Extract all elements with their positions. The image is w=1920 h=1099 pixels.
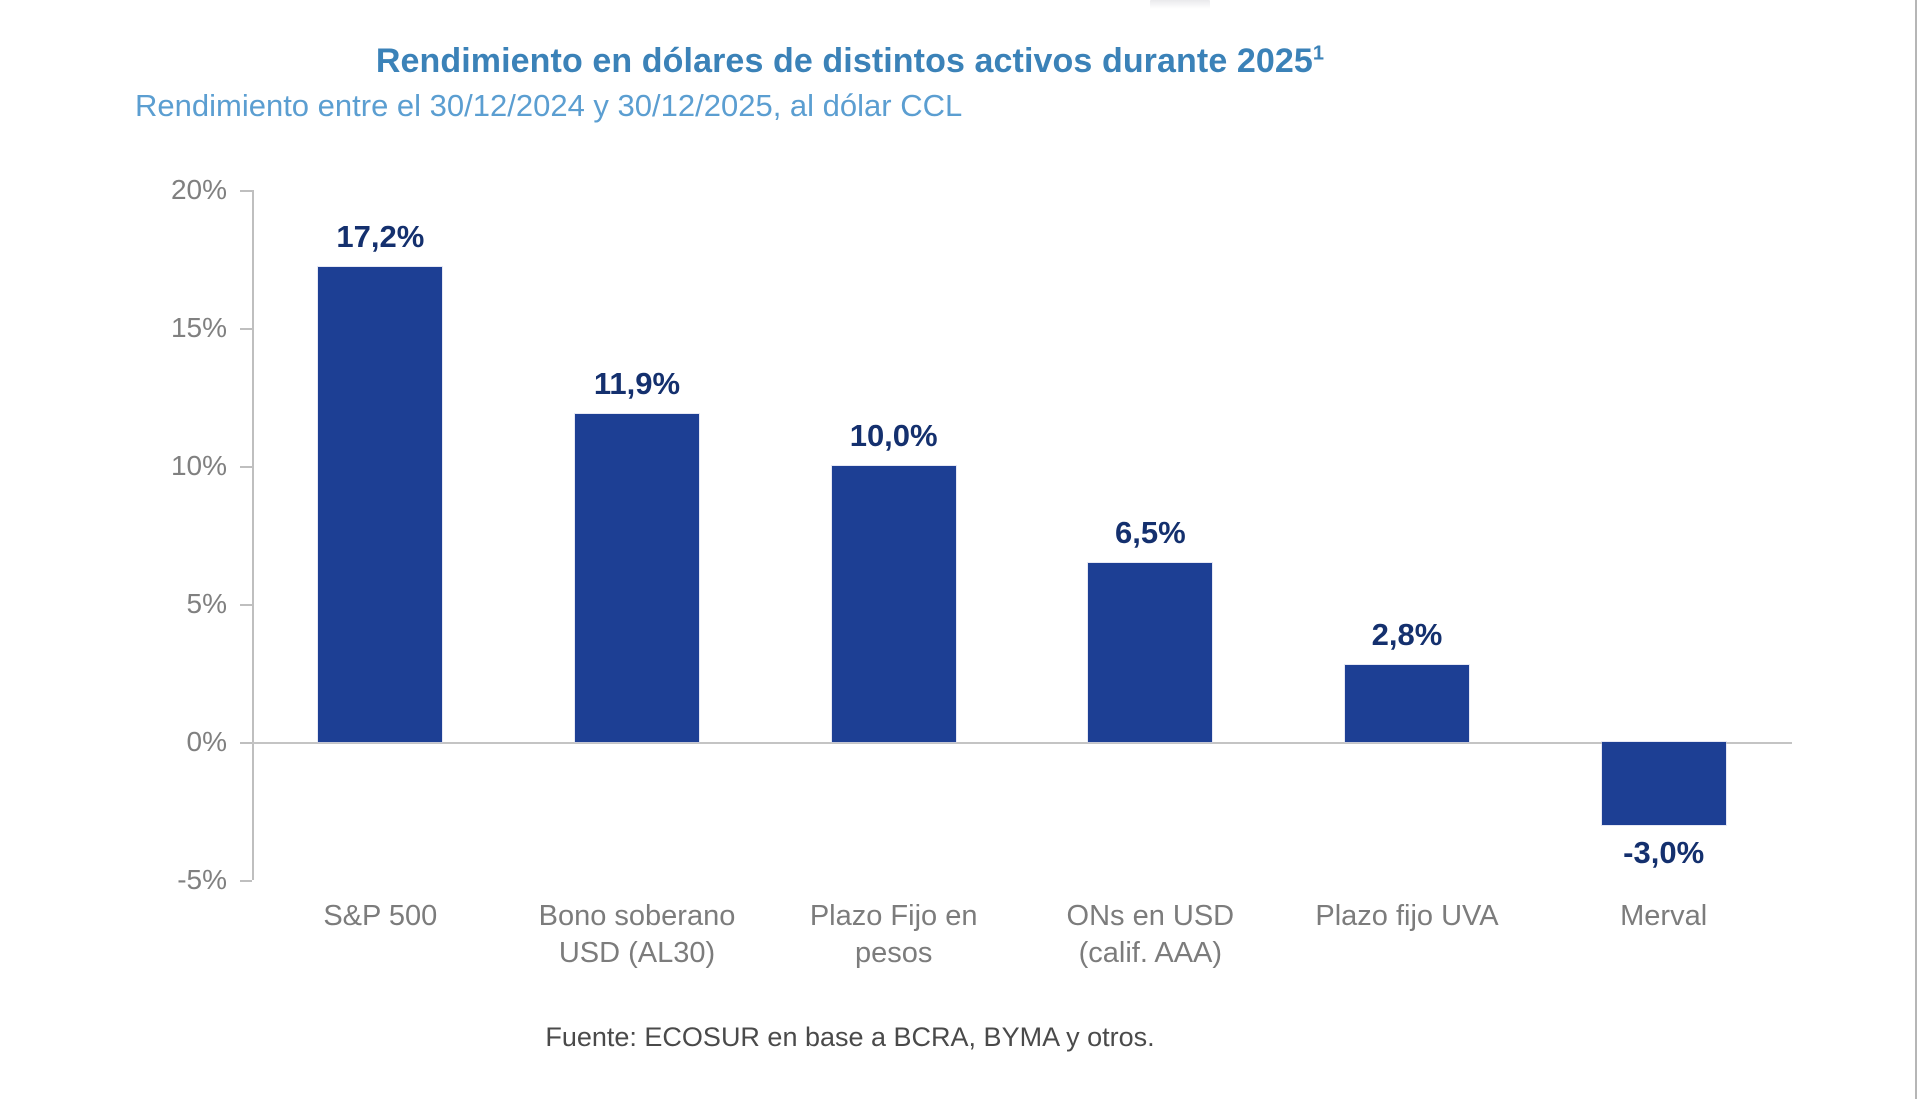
page-border-right — [1915, 0, 1917, 1099]
x-axis-category-label-line: pesos — [854, 937, 933, 970]
chart-title-text: Rendimiento en dólares de distintos acti… — [375, 42, 1313, 80]
x-axis-category-label-line: Merval — [1620, 900, 1708, 932]
bar-value-label: 6,5% — [1114, 514, 1186, 550]
y-axis-tick — [240, 328, 252, 330]
y-axis-tick — [240, 190, 252, 192]
bar[interactable] — [574, 413, 699, 742]
y-axis-tick-label: 10% — [170, 450, 227, 481]
bar-group: 17,2% — [252, 190, 509, 880]
bar[interactable] — [1601, 742, 1726, 825]
x-axis-category-label: Plazo fijo UVA — [1279, 898, 1536, 935]
top-edge-artifact — [1150, 0, 1210, 9]
x-axis-category-label: Plazo Fijo en pesos — [765, 898, 1022, 972]
bar[interactable] — [1088, 562, 1213, 742]
bar-value-label: 11,9% — [593, 365, 681, 401]
chart-title-footnote-marker: 1 — [1312, 42, 1325, 65]
bar-group: 2,8% — [1279, 190, 1536, 880]
chart-title: Rendimiento en dólares de distintos acti… — [0, 42, 1700, 81]
bar-group: -3,0% — [1535, 190, 1792, 880]
y-axis-tick-label: 15% — [170, 312, 227, 343]
bar[interactable] — [831, 466, 956, 742]
y-axis-tick-label: 20% — [170, 174, 227, 205]
x-axis-category-label-line: Plazo fijo UVA — [1315, 900, 1499, 932]
bar-value-label: 2,8% — [1371, 616, 1443, 652]
bar-group: 10,0% — [765, 190, 1022, 880]
bar[interactable] — [1344, 664, 1469, 742]
x-axis-category-label: Merval — [1535, 898, 1792, 935]
source-note: Fuente: ECOSUR en base a BCRA, BYMA y ot… — [545, 1022, 1155, 1052]
x-axis-category-label: ONs en USD (calif. AAA) — [1022, 898, 1279, 972]
x-axis-category-label: Bono soberano USD (AL30) — [509, 898, 766, 972]
y-axis-tick-label: -5% — [177, 864, 227, 895]
bar-value-label: 17,2% — [336, 219, 425, 255]
y-axis-tick — [240, 880, 252, 882]
x-axis-category-label-line: USD (AL30) — [558, 937, 716, 970]
bar[interactable] — [318, 267, 443, 742]
bar-series: 17,2% 11,9% 10,0% 6,5% 2,8% -3,0% — [252, 190, 1792, 880]
x-axis-category-label-line: ONs en USD — [1066, 900, 1235, 932]
chart-plot-area: 17,2% 11,9% 10,0% 6,5% 2,8% -3,0% — [240, 190, 1792, 882]
bar-group: 6,5% — [1022, 190, 1279, 880]
y-axis-line — [252, 190, 254, 880]
y-axis-tick-label: 0% — [186, 726, 227, 757]
chart-subtitle: Rendimiento entre el 30/12/2024 y 30/12/… — [135, 88, 963, 123]
y-axis-tick — [240, 466, 252, 468]
x-axis-category-label-line: Bono soberano — [538, 900, 736, 932]
y-axis-tick-label: 5% — [186, 588, 227, 619]
bar-value-label: 10,0% — [849, 418, 938, 453]
zero-baseline — [252, 742, 1792, 744]
y-axis-tick — [240, 742, 252, 744]
y-axis-tick — [240, 604, 252, 606]
x-axis-category-label-line: (calif. AAA) — [1078, 937, 1223, 970]
x-axis-category-label-line: S&P 500 — [323, 900, 438, 932]
bar-group: 11,9% — [509, 190, 766, 880]
bar-value-label: -3,0% — [1623, 834, 1705, 870]
x-axis-category-label-line: Plazo Fijo en — [809, 900, 978, 932]
x-axis-category-label: S&P 500 — [252, 898, 509, 935]
